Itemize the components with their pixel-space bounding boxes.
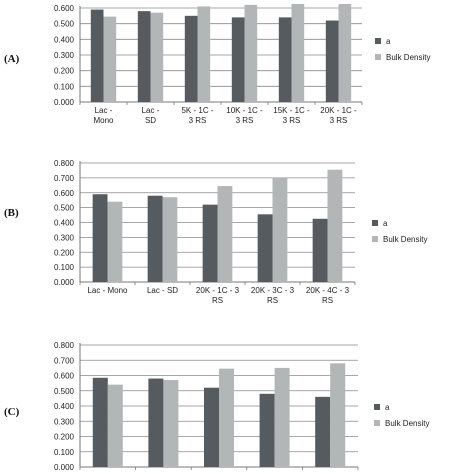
y-tick-label: 0.600 <box>54 4 75 13</box>
y-tick-label: 0.400 <box>54 219 75 228</box>
legend-swatch <box>374 420 380 426</box>
bar-bulk-density <box>217 186 233 282</box>
panel-label: (B) <box>4 207 19 219</box>
y-tick-label: 0.600 <box>54 189 75 198</box>
category-label: 3 RS <box>189 116 207 125</box>
bar-a <box>137 11 151 103</box>
bar-a <box>315 396 331 467</box>
bar-bulk-density <box>163 380 179 467</box>
bar-a <box>278 17 292 102</box>
category-label: Mono <box>93 116 114 125</box>
bar-bulk-density <box>107 201 123 282</box>
category-label: 20K - 4C - 3 <box>306 286 350 295</box>
bar-bulk-density <box>162 197 178 282</box>
y-tick-label: 0.800 <box>54 341 75 350</box>
y-tick-label: 0.400 <box>54 35 75 44</box>
panel-label: (A) <box>4 53 20 65</box>
bar-bulk-density <box>291 4 305 102</box>
category-label: 15K - 1C - <box>273 106 310 115</box>
panel-label: (C) <box>4 406 20 418</box>
category-label: 3 RS <box>283 116 301 125</box>
bar-a <box>92 194 108 282</box>
bar-a <box>147 195 163 282</box>
category-label: SD <box>145 116 156 125</box>
y-tick-label: 0.000 <box>54 278 75 287</box>
bar-a <box>148 378 164 467</box>
y-tick-label: 0.400 <box>54 402 75 411</box>
y-tick-label: 0.300 <box>54 51 75 60</box>
category-label: Lac - SD <box>147 286 178 295</box>
y-tick-label: 0.200 <box>54 433 75 442</box>
category-label: 20K - 1C - <box>320 106 357 115</box>
y-tick-label: 0.500 <box>54 204 75 213</box>
category-label: 5K - 1C - <box>181 106 213 115</box>
legend-swatch <box>372 220 378 226</box>
category-label: RS <box>212 296 223 305</box>
y-tick-label: 0.800 <box>54 159 75 168</box>
y-tick-label: 0.500 <box>54 20 75 29</box>
bar-bulk-density <box>244 4 258 102</box>
y-tick-label: 0.000 <box>54 463 75 472</box>
bar-a <box>202 204 218 282</box>
category-label: 3 RS <box>330 116 348 125</box>
bar-a <box>184 15 198 102</box>
y-tick-label: 0.300 <box>54 417 75 426</box>
legend-label: Bulk Density <box>383 235 427 244</box>
category-label: RS <box>267 296 278 305</box>
bar-a <box>90 9 104 103</box>
bar-a <box>325 20 339 102</box>
bar-bulk-density <box>103 16 117 102</box>
legend-label: Bulk Density <box>385 419 429 428</box>
category-label: 10K - 1C - <box>226 106 263 115</box>
bar-a <box>203 387 219 467</box>
category-label: Lac - <box>95 106 113 115</box>
legend-label: a <box>383 219 388 228</box>
category-label: RS <box>322 296 333 305</box>
category-label: Lac - Mono <box>87 286 128 295</box>
bar-a <box>257 214 273 282</box>
legend-label: Bulk Density <box>386 53 430 62</box>
bar-bulk-density <box>107 384 123 467</box>
y-tick-label: 0.100 <box>54 448 75 457</box>
legend-label: a <box>385 403 390 412</box>
y-tick-label: 0.200 <box>54 248 75 257</box>
legend-swatch <box>375 38 381 44</box>
bar-bulk-density <box>330 363 346 467</box>
y-tick-label: 0.300 <box>54 233 75 242</box>
bar-a <box>259 393 275 467</box>
y-tick-label: 0.100 <box>54 82 75 91</box>
legend-swatch <box>375 54 381 60</box>
y-tick-label: 0.500 <box>54 387 75 396</box>
y-tick-label: 0.000 <box>54 98 75 107</box>
category-label: Lac - <box>142 106 160 115</box>
category-label: 20K - 3C - 3 <box>251 286 295 295</box>
y-tick-label: 0.700 <box>54 174 75 183</box>
y-tick-label: 0.700 <box>54 356 75 365</box>
bar-a <box>312 218 328 282</box>
bar-bulk-density <box>327 169 343 282</box>
y-tick-label: 0.100 <box>54 263 75 272</box>
bar-a <box>92 377 108 467</box>
y-tick-label: 0.600 <box>54 372 75 381</box>
bar-bulk-density <box>150 12 164 103</box>
category-label: 3 RS <box>236 116 254 125</box>
bar-bulk-density <box>274 367 290 467</box>
y-tick-label: 0.200 <box>54 67 75 76</box>
legend-swatch <box>374 404 380 410</box>
bar-a <box>231 17 245 102</box>
bar-bulk-density <box>197 6 211 102</box>
bar-bulk-density <box>272 177 288 282</box>
legend-label: a <box>386 37 391 46</box>
category-label: 20K - 1C - 3 <box>196 286 240 295</box>
legend-swatch <box>372 236 378 242</box>
bar-bulk-density <box>338 4 352 102</box>
bar-bulk-density <box>219 368 235 467</box>
